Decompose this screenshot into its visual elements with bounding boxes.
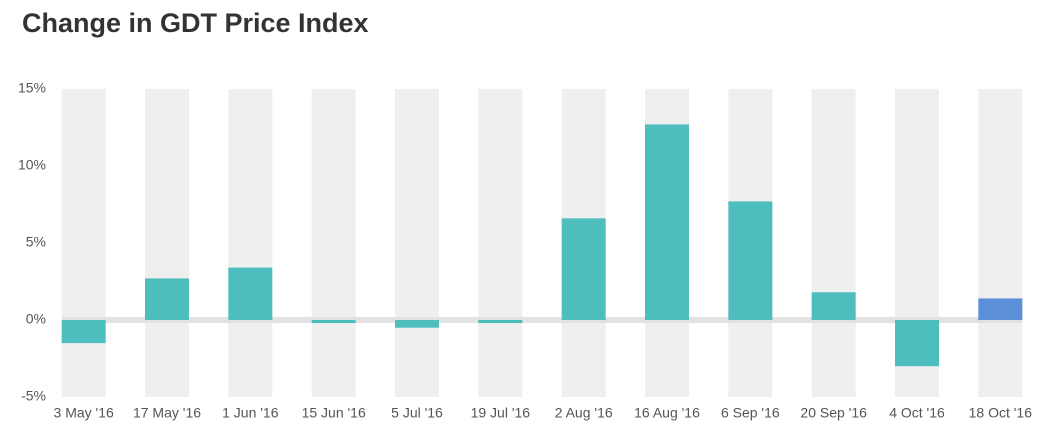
x-tick-label: 1 Jun '16: [222, 405, 279, 421]
band-stripe: [978, 89, 1023, 397]
x-tick-label: 5 Jul '16: [391, 405, 443, 421]
x-tick-label: 3 May '16: [54, 405, 114, 421]
x-tick-label: 2 Aug '16: [555, 405, 613, 421]
y-tick-label: 15%: [18, 80, 46, 96]
bar: [311, 320, 356, 324]
bar: [61, 320, 106, 344]
x-tick-label: 20 Sep '16: [800, 405, 867, 421]
chart-title: Change in GDT Price Index: [22, 8, 369, 38]
bar: [561, 218, 606, 320]
x-tick-label: 15 Jun '16: [302, 405, 366, 421]
x-tick-label: 18 Oct '16: [969, 405, 1033, 421]
bar: [478, 320, 523, 324]
band-stripe: [228, 89, 273, 397]
y-tick-label: -5%: [21, 388, 46, 404]
band-stripe: [811, 89, 856, 397]
bar: [728, 201, 773, 320]
x-tick-label: 4 Oct '16: [889, 405, 945, 421]
y-tick-label: 0%: [26, 311, 46, 327]
bar: [395, 320, 439, 328]
bar: [228, 267, 273, 320]
x-tick-label: 6 Sep '16: [721, 405, 780, 421]
x-tick-label: 16 Aug '16: [634, 405, 700, 421]
zero-band: [61, 317, 1023, 323]
band-stripe: [478, 89, 523, 397]
band-stripe: [145, 89, 189, 397]
x-tick-label: 17 May '16: [133, 405, 201, 421]
bar: [978, 298, 1023, 320]
y-tick-label: 10%: [18, 157, 46, 173]
bar: [895, 320, 939, 367]
bar: [645, 124, 689, 320]
x-tick-label: 19 Jul '16: [471, 405, 531, 421]
band-stripe: [395, 89, 439, 397]
bar: [145, 278, 189, 320]
y-tick-label: 5%: [26, 234, 46, 250]
band-stripe: [311, 89, 356, 397]
bar: [811, 292, 856, 320]
band-stripe: [61, 89, 106, 397]
